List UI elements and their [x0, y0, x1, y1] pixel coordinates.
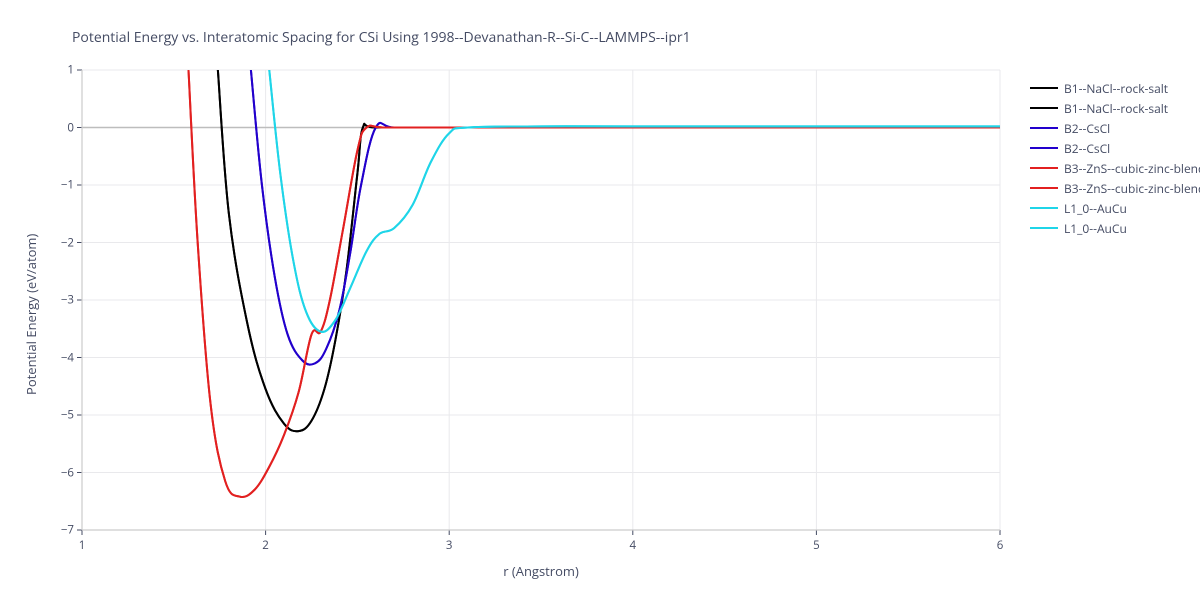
plot-area — [0, 0, 1200, 600]
legend-swatch — [1030, 127, 1058, 129]
legend-label: L1_0--AuCu — [1064, 200, 1127, 217]
y-tick-label: 0 — [54, 120, 74, 135]
legend-item[interactable]: B2--CsCl — [1030, 138, 1200, 158]
y-tick-label: −5 — [54, 408, 74, 423]
series-line — [218, 70, 1000, 431]
series-line — [269, 70, 1000, 332]
legend: B1--NaCl--rock-salt B1--NaCl--rock-salt B2… — [1030, 78, 1200, 238]
series-line — [269, 70, 1000, 332]
y-tick-label: −2 — [54, 235, 74, 250]
series-line — [251, 70, 1000, 365]
legend-label: B2--CsCl — [1064, 120, 1110, 137]
legend-item[interactable]: B2--CsCl — [1030, 118, 1200, 138]
legend-item[interactable]: B1--NaCl--rock-salt — [1030, 78, 1200, 98]
y-tick-label: −4 — [54, 350, 74, 365]
legend-item[interactable]: B3--ZnS--cubic-zinc-blende — [1030, 158, 1200, 178]
y-tick-label: −6 — [54, 465, 74, 480]
legend-swatch — [1030, 207, 1058, 209]
legend-label: B3--ZnS--cubic-zinc-blende — [1064, 160, 1200, 177]
legend-swatch — [1030, 147, 1058, 149]
series-line — [188, 70, 1000, 497]
legend-swatch — [1030, 187, 1058, 189]
legend-swatch — [1030, 87, 1058, 89]
legend-swatch — [1030, 107, 1058, 109]
y-tick-label: 1 — [54, 63, 74, 78]
legend-swatch — [1030, 227, 1058, 229]
legend-label: B3--ZnS--cubic-zinc-blende — [1064, 180, 1200, 197]
y-tick-label: −7 — [54, 523, 74, 538]
x-tick-label: 6 — [997, 538, 1004, 553]
y-tick-label: −3 — [54, 293, 74, 308]
legend-item[interactable]: L1_0--AuCu — [1030, 198, 1200, 218]
legend-label: B2--CsCl — [1064, 140, 1110, 157]
legend-label: B1--NaCl--rock-salt — [1064, 100, 1168, 117]
legend-label: B1--NaCl--rock-salt — [1064, 80, 1168, 97]
legend-item[interactable]: B3--ZnS--cubic-zinc-blende — [1030, 178, 1200, 198]
x-tick-label: 2 — [262, 538, 269, 553]
y-tick-label: −1 — [54, 178, 74, 193]
x-tick-label: 5 — [813, 538, 820, 553]
legend-label: L1_0--AuCu — [1064, 220, 1127, 237]
series-line — [218, 70, 1000, 431]
x-tick-label: 3 — [446, 538, 453, 553]
legend-item[interactable]: B1--NaCl--rock-salt — [1030, 98, 1200, 118]
series-line — [251, 70, 1000, 365]
legend-item[interactable]: L1_0--AuCu — [1030, 218, 1200, 238]
series-line — [188, 70, 1000, 497]
legend-swatch — [1030, 167, 1058, 169]
x-tick-label: 1 — [79, 538, 86, 553]
x-tick-label: 4 — [630, 538, 637, 553]
